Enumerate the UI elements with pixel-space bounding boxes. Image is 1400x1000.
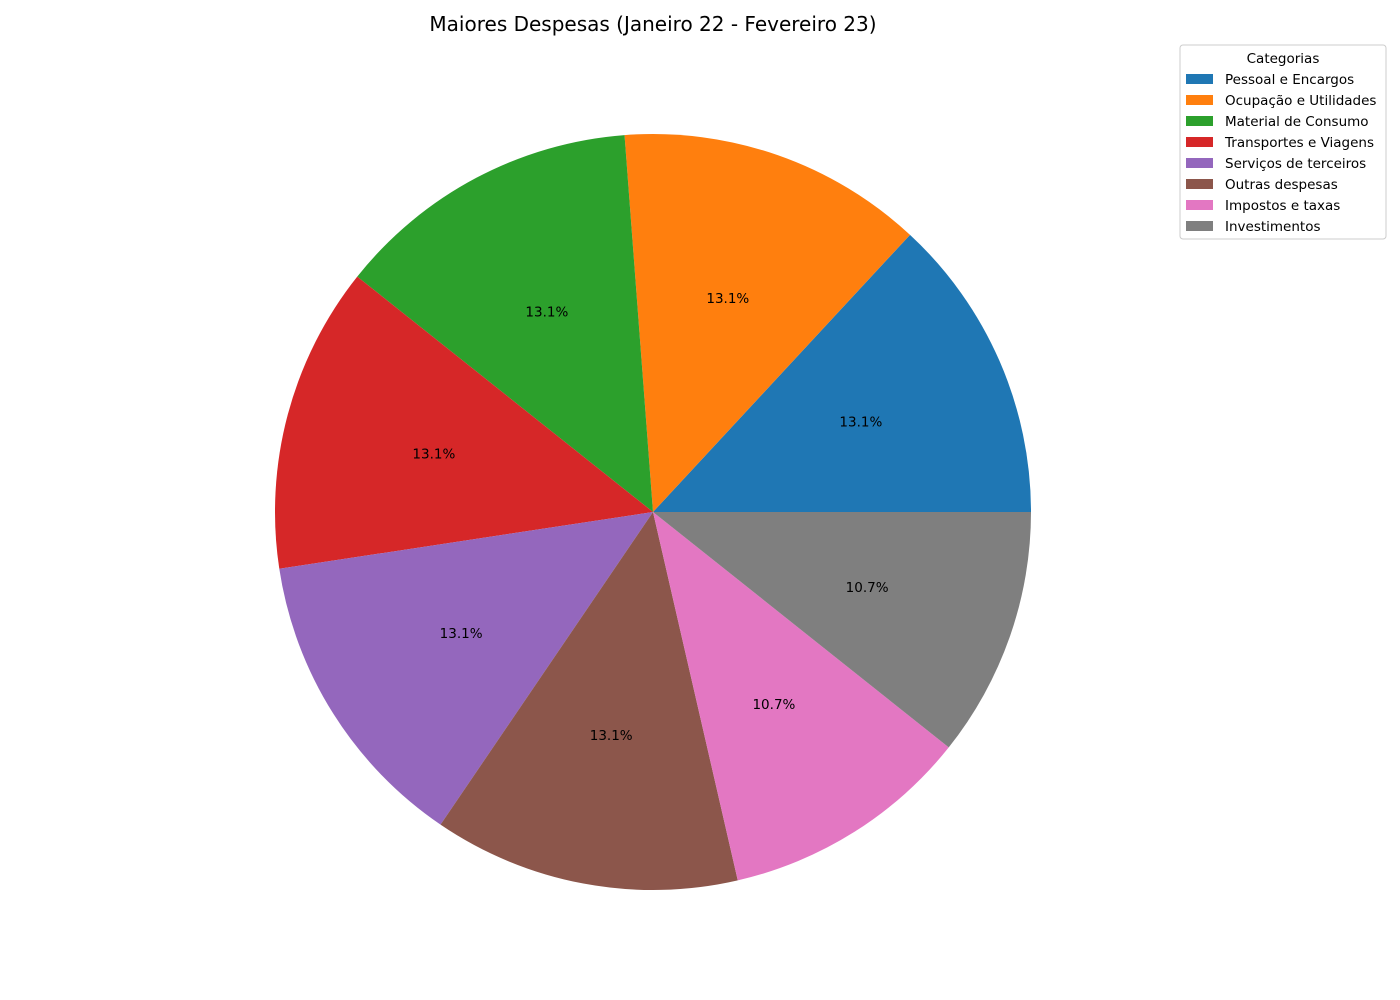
percent-label-5: 13.1% (440, 626, 483, 642)
legend-label-7: Impostos e taxas (1225, 198, 1340, 214)
legend-swatch-8 (1186, 221, 1213, 231)
percent-label-7: 10.7% (752, 697, 795, 713)
legend-swatch-6 (1186, 179, 1213, 189)
legend-label-2: Ocupação e Utilidades (1225, 93, 1376, 109)
legend-swatch-5 (1186, 158, 1213, 168)
percent-labels: 13.1% 13.1% 13.1% 13.1% 13.1% 13.1% 10.7% 10.7% (412, 291, 888, 744)
pie-slice-4 (274, 276, 653, 569)
legend-label-8: Investimentos (1225, 219, 1321, 235)
legend-frame (1179, 44, 1387, 240)
legend-label-1: Pessoal e Encargos (1225, 72, 1354, 88)
percent-label-1: 13.1% (839, 414, 882, 430)
legend-swatch-3 (1186, 116, 1213, 126)
legend-label-6: Outras despesas (1225, 177, 1338, 193)
percent-label-2: 13.1% (706, 291, 749, 307)
legend-label-5: Serviços de terceiros (1225, 156, 1366, 172)
legend-label-3: Material de Consumo (1225, 114, 1369, 130)
legend-items: Pessoal e Encargos Ocupação e Utilidades M… (1186, 72, 1376, 235)
percent-label-8: 10.7% (846, 580, 889, 596)
percent-label-6: 13.1% (590, 728, 633, 744)
percent-label-4: 13.1% (412, 447, 455, 463)
pie-slice-3 (357, 135, 653, 513)
legend-swatch-1 (1186, 74, 1213, 84)
pie-slice-5 (279, 512, 653, 825)
legend-swatch-2 (1186, 95, 1213, 105)
pie-slices (274, 134, 1031, 890)
pie-slice-8 (653, 512, 1031, 748)
legend: Categorias Pessoal e Encargos Ocupação e … (1179, 44, 1387, 240)
percent-label-3: 13.1% (525, 305, 568, 321)
pie-slice-6 (440, 512, 738, 890)
legend-swatch-7 (1186, 200, 1213, 210)
pie-slice-2 (624, 134, 911, 512)
legend-title: Categorias (1247, 51, 1320, 67)
legend-swatch-4 (1186, 137, 1213, 147)
legend-label-4: Transportes e Viagens (1224, 135, 1374, 151)
pie-slice-1 (653, 234, 1031, 513)
chart-title: Maiores Despesas (Janeiro 22 - Fevereiro… (429, 12, 876, 36)
pie-slice-7 (653, 512, 949, 881)
